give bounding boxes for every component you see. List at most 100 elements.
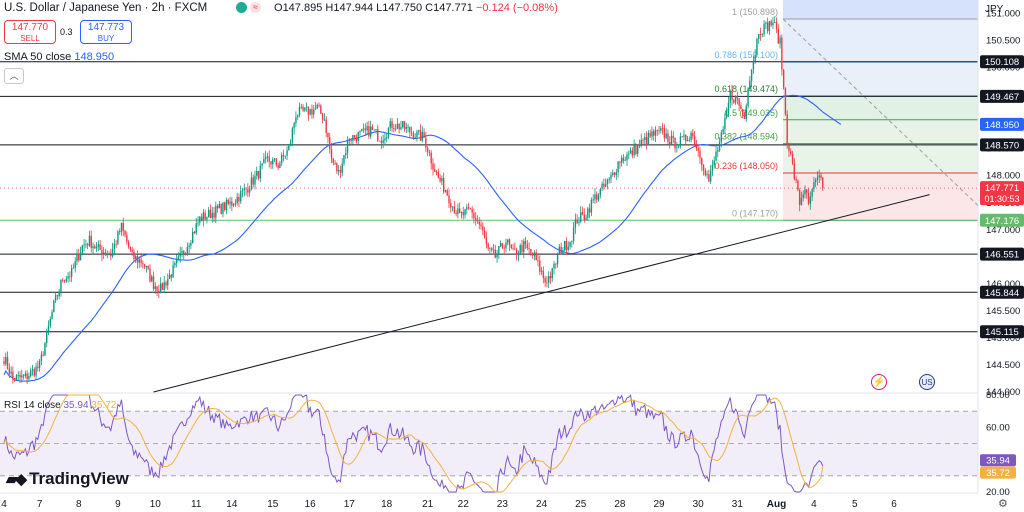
fib-label-0: 0 (147.170) [732, 209, 778, 219]
candle-body [293, 123, 295, 129]
candle [467, 202, 470, 210]
candle [60, 279, 62, 297]
candle-body [724, 117, 726, 130]
time-tick: 22 [458, 499, 470, 510]
candle [722, 125, 724, 135]
lightning-event-icon[interactable]: ⚡ [871, 374, 887, 390]
candle [24, 370, 27, 379]
candle [758, 33, 760, 44]
time-tick: 15 [267, 499, 279, 510]
candle-body [553, 263, 555, 269]
candle-body [332, 158, 334, 163]
candle [321, 112, 324, 124]
candle-body [560, 246, 562, 255]
price-badge-text: 148.570 [985, 140, 1019, 151]
candle [636, 143, 639, 157]
candle-body [571, 240, 573, 242]
candle [539, 255, 541, 276]
candle [140, 253, 142, 268]
candle [606, 178, 609, 190]
time-tick: 10 [150, 499, 162, 510]
candle [560, 242, 562, 255]
candle [3, 356, 5, 366]
collapse-legend-button[interactable]: ︿ [4, 68, 24, 84]
candle-body [747, 88, 749, 106]
candle [501, 242, 504, 250]
price-tick: 145.000 [986, 333, 1020, 344]
candle-body [635, 145, 637, 155]
candle [615, 168, 618, 180]
candle-body [562, 250, 564, 255]
currency-selector[interactable]: JPY [985, 4, 1003, 15]
candle-body [329, 137, 331, 150]
candle [674, 137, 676, 153]
price-badge-level [980, 285, 1024, 299]
candle [644, 132, 646, 147]
candle [713, 156, 715, 169]
candle [460, 211, 463, 219]
candle-body [313, 109, 315, 115]
candle [777, 24, 779, 44]
candle-body [361, 129, 363, 132]
candle [426, 146, 429, 157]
rsi-badge [980, 454, 1016, 467]
candle-body [60, 279, 62, 292]
candle [551, 267, 553, 282]
candle-body [28, 376, 30, 380]
symbol-title[interactable]: U.S. Dollar / Japanese Yen · 2h · FXCM [4, 2, 207, 14]
price-badge-last [980, 181, 1024, 206]
candle-body [699, 150, 701, 159]
candle-body [85, 244, 87, 246]
price-badge-text: 145.844 [985, 288, 1019, 299]
us-flag-event-icon[interactable]: US [919, 374, 935, 390]
candle-body [277, 165, 279, 169]
currency-label: JPY [985, 4, 1004, 15]
candle-body [298, 107, 301, 116]
candle-body [811, 189, 813, 197]
buy-button[interactable]: 147.773 BUY [80, 20, 132, 44]
candle-body [457, 208, 459, 215]
candle [90, 230, 92, 253]
candle [414, 133, 416, 139]
horizontal-levels [0, 61, 978, 333]
candle-body [405, 127, 407, 129]
candle-body [286, 149, 288, 156]
candle [311, 104, 313, 119]
candle [279, 160, 281, 169]
candle [663, 124, 666, 142]
rsi-legend[interactable]: RSI 14 close 35.94 35.72 [4, 400, 116, 411]
candle-body [784, 87, 787, 115]
candle-body [364, 128, 367, 131]
candle [190, 240, 192, 250]
candle [368, 120, 370, 139]
price-tick: 144.500 [986, 360, 1020, 371]
candle-body [676, 147, 678, 149]
candle [229, 196, 231, 209]
candle-body [90, 235, 92, 248]
candle [458, 202, 461, 214]
candle-body [480, 224, 482, 227]
price-tick: 145.500 [986, 306, 1020, 317]
candle-body [772, 22, 774, 26]
candle [133, 248, 135, 263]
candle-body [546, 282, 548, 284]
candle [503, 244, 505, 255]
settings-gear-icon[interactable]: ⚙ [998, 498, 1008, 510]
candle-body [167, 278, 169, 286]
candle-body [115, 243, 117, 245]
time-tick: 11 [191, 499, 202, 510]
candle [366, 121, 368, 136]
candle-body [224, 202, 226, 211]
candle-body [339, 170, 342, 173]
sell-button[interactable]: 147.770 SELL [4, 20, 56, 44]
candle [782, 68, 785, 90]
candle [788, 142, 790, 157]
candle-body [38, 361, 41, 368]
candle-body [209, 209, 212, 219]
candle [519, 243, 521, 254]
candle [58, 288, 60, 300]
candle-body [601, 183, 603, 189]
sma-legend[interactable]: SMA 50 close 148.950 [4, 51, 114, 63]
candle [250, 171, 253, 191]
